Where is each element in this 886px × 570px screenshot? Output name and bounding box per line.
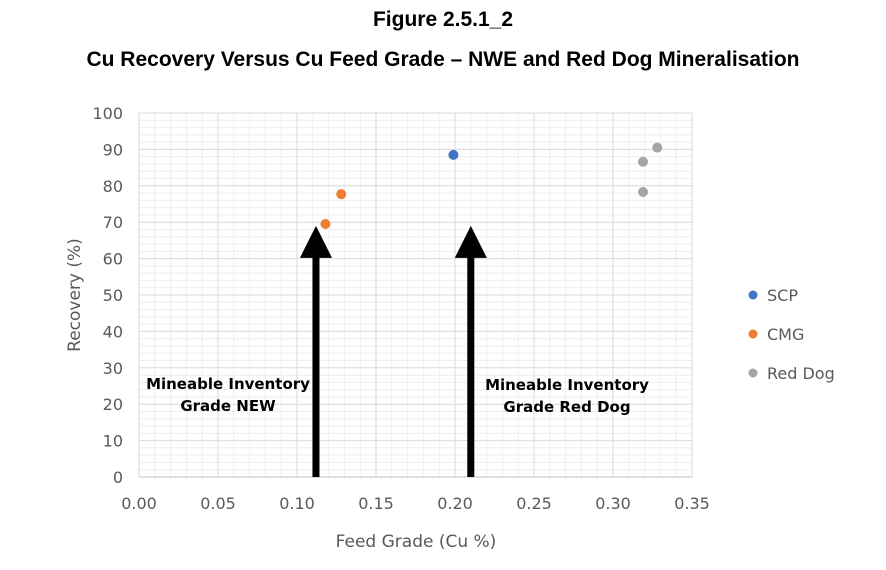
figure-label: Figure 2.5.1_2 — [372, 8, 514, 31]
data-point — [638, 186, 649, 197]
x-axis-label: Feed Grade (Cu %) — [336, 532, 497, 552]
x-tick-label: 0.15 — [358, 494, 394, 513]
annotation-arrow-head — [454, 225, 487, 258]
y-tick-label: 0 — [113, 468, 123, 487]
y-tick-label: 40 — [103, 322, 123, 341]
annotations: Mineable Inventory Grade NEW Mineable Inve… — [146, 225, 649, 477]
data-point — [320, 219, 331, 230]
legend-label: Red Dog — [767, 364, 835, 383]
y-tick-label: 70 — [103, 213, 123, 232]
legend-marker — [748, 290, 758, 300]
y-tick-label: 90 — [103, 140, 123, 159]
y-tick-label: 60 — [103, 250, 123, 269]
x-tick-label: 0.05 — [200, 494, 236, 513]
data-point — [336, 189, 347, 200]
annotation-label-line2: Grade Red Dog — [503, 398, 630, 416]
y-tick-label: 80 — [103, 177, 123, 196]
y-tick-label: 30 — [103, 359, 123, 378]
y-tick-label: 10 — [103, 432, 123, 451]
y-axis-label: Recovery (%) — [65, 238, 85, 352]
legend-label: CMG — [767, 325, 804, 344]
axes — [138, 113, 692, 478]
x-tick-label: 0.10 — [279, 494, 315, 513]
y-tick-labels: 0 10 20 30 40 50 60 70 80 90 100 — [92, 104, 123, 487]
annotation-label-line1: Mineable Inventory — [146, 375, 310, 393]
data-point — [652, 142, 663, 153]
data-points — [320, 142, 663, 230]
x-tick-label: 0.00 — [121, 494, 157, 513]
y-tick-label: 50 — [103, 286, 123, 305]
x-tick-label: 0.20 — [437, 494, 473, 513]
legend-marker — [748, 368, 758, 378]
grid-lines — [139, 112, 693, 477]
y-tick-label: 100 — [92, 104, 123, 123]
figure-title: Cu Recovery Versus Cu Feed Grade – NWE a… — [86, 48, 800, 71]
annotation-label-line1: Mineable Inventory — [485, 376, 649, 394]
x-tick-label: 0.30 — [595, 494, 631, 513]
data-point — [638, 156, 649, 167]
x-tick-labels: 0.00 0.05 0.10 0.15 0.20 0.25 0.30 0.35 — [121, 494, 710, 513]
legend: SCP CMG Red Dog — [748, 286, 835, 383]
x-tick-label: 0.35 — [674, 494, 710, 513]
legend-label: SCP — [767, 286, 798, 305]
annotation-label-line2: Grade NEW — [180, 397, 276, 415]
y-tick-label: 20 — [103, 395, 123, 414]
legend-marker — [748, 329, 758, 339]
annotation-arrow-head — [299, 225, 332, 258]
x-tick-label: 0.25 — [516, 494, 552, 513]
data-point — [448, 149, 459, 160]
